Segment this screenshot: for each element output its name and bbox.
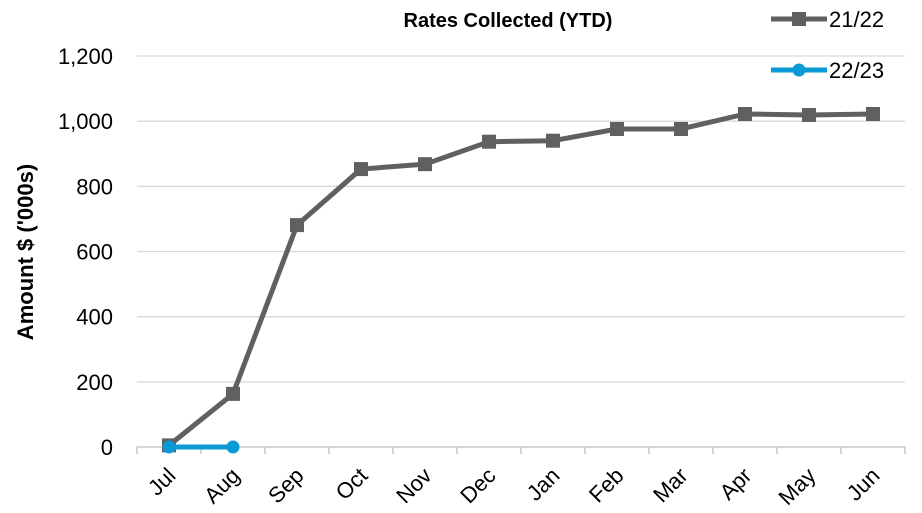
x-tick-label-jan: Jan: [522, 463, 565, 506]
legend-item-21-22: 21/22: [771, 7, 884, 32]
gridlines: [136, 55, 906, 454]
data-point: [738, 106, 752, 121]
y-tick-label: 200: [76, 370, 113, 395]
y-tick-label: 600: [76, 240, 113, 265]
x-tick-label-jun: Jun: [842, 463, 885, 506]
data-point: [226, 440, 240, 454]
y-tick-label: 800: [76, 174, 113, 199]
y-tick-label: 0: [101, 435, 113, 460]
y-tick-label: 1,200: [58, 44, 113, 69]
x-tick-label-dec: Dec: [455, 463, 500, 508]
x-tick-label-may: May: [773, 463, 820, 510]
x-axis-ticks: Jul Aug Sep Oct Nov Dec Jan Feb Mar Apr May Jun: [143, 463, 885, 510]
data-point: [866, 106, 880, 121]
y-tick-label: 1,000: [58, 109, 113, 134]
data-point: [674, 121, 688, 136]
x-tick-label-feb: Feb: [584, 463, 628, 507]
x-tick-label-nov: Nov: [391, 463, 436, 508]
x-tick-label-aug: Aug: [199, 463, 244, 508]
legend-label: 21/22: [829, 7, 884, 32]
legend-item-22-23: 22/23: [771, 58, 884, 83]
data-point: [418, 157, 432, 172]
data-point: [610, 121, 624, 136]
x-tick-label-oct: Oct: [331, 463, 373, 505]
legend-marker: [792, 12, 806, 26]
legend-marker: [792, 63, 806, 77]
x-tick-label-apr: Apr: [715, 463, 757, 505]
series-layer: [162, 106, 880, 454]
y-axis-label: Amount $ ('000s): [13, 164, 38, 340]
data-point: [546, 133, 560, 148]
legend: 21/22 22/23: [771, 7, 884, 83]
data-point: [354, 162, 368, 177]
y-tick-label: 400: [76, 305, 113, 330]
series-line: [167, 111, 874, 448]
data-point: [162, 440, 176, 454]
x-tick-label-jul: Jul: [143, 463, 181, 501]
data-point: [482, 134, 496, 149]
data-point: [802, 107, 816, 122]
series-22-23: [162, 440, 240, 454]
legend-label: 22/23: [829, 58, 884, 83]
data-point: [290, 218, 304, 233]
series-21-22: [162, 106, 880, 453]
y-axis-ticks: 0 200 400 600 800 1,000 1,200: [58, 44, 113, 460]
x-tick-label-sep: Sep: [263, 463, 308, 508]
x-tick-label-mar: Mar: [648, 463, 692, 507]
data-point: [226, 386, 240, 401]
chart-title: Rates Collected (YTD): [404, 10, 613, 32]
